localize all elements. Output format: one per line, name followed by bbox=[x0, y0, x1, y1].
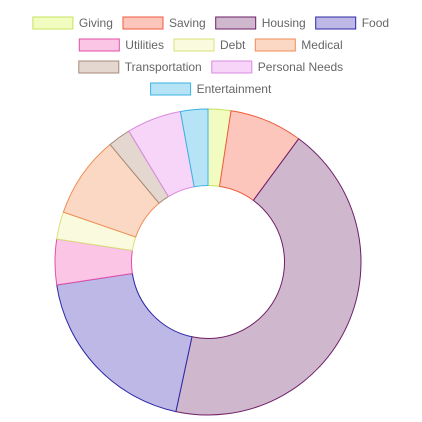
slice-housing[interactable] bbox=[175, 138, 362, 416]
legend-item-debt[interactable]: Debt bbox=[173, 38, 246, 52]
legend-swatch-medical bbox=[254, 38, 296, 52]
legend-item-giving[interactable]: Giving bbox=[32, 16, 113, 30]
legend-item-food[interactable]: Food bbox=[315, 16, 389, 30]
legend-item-entertainment[interactable]: Entertainment bbox=[150, 82, 272, 96]
legend-swatch-saving bbox=[122, 16, 164, 30]
legend-swatch-entertainment bbox=[150, 82, 192, 96]
legend-item-saving[interactable]: Saving bbox=[122, 16, 206, 30]
legend-label-transportation: Transportation bbox=[125, 60, 202, 74]
legend-item-medical[interactable]: Medical bbox=[254, 38, 343, 52]
legend-swatch-housing bbox=[215, 16, 257, 30]
chart-legend: Giving Saving Housing Food Utilities Debt Medi… bbox=[32, 16, 389, 96]
legend-label-utilities: Utilities bbox=[125, 38, 164, 52]
legend-item-transportation[interactable]: Transportation bbox=[78, 60, 202, 74]
legend-label-saving: Saving bbox=[169, 16, 206, 30]
chart-slices bbox=[54, 108, 362, 416]
legend-label-housing: Housing bbox=[262, 16, 306, 30]
legend-label-debt: Debt bbox=[220, 38, 246, 52]
legend-label-food: Food bbox=[362, 16, 389, 30]
legend-swatch-utilities bbox=[78, 38, 120, 52]
slice-food[interactable] bbox=[56, 273, 193, 413]
legend-swatch-personal-needs bbox=[211, 60, 253, 74]
legend-item-utilities[interactable]: Utilities bbox=[78, 38, 164, 52]
legend-swatch-transportation bbox=[78, 60, 120, 74]
legend-label-giving: Giving bbox=[79, 16, 113, 30]
legend-label-entertainment: Entertainment bbox=[197, 82, 272, 96]
legend-label-medical: Medical bbox=[301, 38, 342, 52]
legend-label-personal-needs: Personal Needs bbox=[258, 60, 343, 74]
legend-item-housing[interactable]: Housing bbox=[215, 16, 306, 30]
legend-swatch-debt bbox=[173, 38, 215, 52]
legend-swatch-food bbox=[315, 16, 357, 30]
slice-entertainment[interactable] bbox=[179, 108, 209, 188]
legend-item-personal-needs[interactable]: Personal Needs bbox=[211, 60, 343, 74]
legend-swatch-giving bbox=[32, 16, 74, 30]
